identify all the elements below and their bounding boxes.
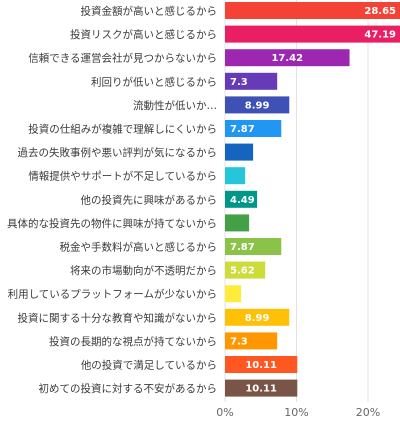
category-label: 将来の市場動向が不透明だから	[70, 264, 217, 277]
value-label: 10.11	[245, 384, 277, 395]
bar	[225, 120, 282, 137]
bar	[225, 214, 250, 232]
bar	[225, 96, 290, 114]
bar	[225, 285, 242, 303]
bar	[225, 25, 400, 43]
category-label: 投資金額が高いと感じるから	[81, 5, 218, 18]
value-label: 7.3	[230, 336, 248, 347]
value-labels: 28.65 47.19 17.42 7.3 8.99 7.87 4.49 7.87 5.62 8.…	[230, 6, 396, 395]
bar	[225, 356, 298, 373]
category-label: 信頼できる運営会社が見つからないから	[28, 52, 217, 65]
value-label: 7.87	[230, 124, 255, 135]
bar	[225, 2, 400, 19]
category-label: 情報提供やサポートが不足しているから	[28, 170, 217, 183]
x-tick-label: 10%	[284, 406, 308, 419]
category-label: 利回りが低いと感じるから	[91, 75, 217, 88]
bars	[225, 2, 400, 397]
value-label: 4.49	[230, 195, 255, 206]
bar	[225, 379, 298, 397]
bar	[225, 238, 282, 255]
category-label: 他の投資先に興味があるから	[81, 193, 218, 206]
x-tick-label: 0%	[216, 406, 233, 419]
bar	[225, 261, 266, 279]
value-label: 5.62	[230, 266, 255, 277]
value-label: 7.87	[230, 242, 255, 253]
bar	[225, 143, 254, 161]
value-label: 17.42	[271, 53, 303, 64]
category-label: 税金や手数料が高いと感じるから	[60, 241, 218, 254]
bar	[225, 49, 350, 67]
category-label: 他の投資で満足しているから	[81, 359, 217, 372]
bar	[225, 332, 278, 350]
value-label: 8.99	[245, 100, 270, 111]
value-label: 47.19	[364, 30, 396, 41]
category-label: 初めての投資に対する不安があるから	[39, 382, 218, 395]
category-label: 投資の仕組みが複雑で理解しにくいから	[28, 123, 217, 136]
category-label: 投資の長期的な視点が持てないから	[49, 335, 217, 348]
value-label: 28.65	[364, 6, 396, 17]
category-label: 投資に関する十分な教育や知識がないから	[18, 311, 218, 324]
value-label: 10.11	[245, 360, 277, 371]
category-label: 具体的な投資先の物件に興味が持てないから	[7, 217, 217, 230]
x-tick-labels: 0% 10% 20%	[216, 406, 380, 419]
value-label: 8.99	[245, 313, 270, 324]
bar	[225, 167, 246, 185]
value-label: 7.3	[230, 77, 248, 88]
bar	[225, 308, 290, 326]
x-tick-label: 20%	[356, 406, 380, 419]
category-labels: 投資金額が高いと感じるから投資リスクが高いと感じるから信頼できる運営会社が見つか…	[7, 5, 217, 396]
bar	[225, 72, 278, 90]
category-label: 過去の失敗事例や悪い評判が気になるから	[18, 146, 218, 159]
category-label: 投資リスクが高いと感じるから	[70, 28, 217, 41]
category-label: 流動性が低いか…	[133, 99, 217, 112]
category-label: 利用しているプラットフォームが少ないから	[8, 288, 217, 301]
bar	[225, 190, 258, 208]
